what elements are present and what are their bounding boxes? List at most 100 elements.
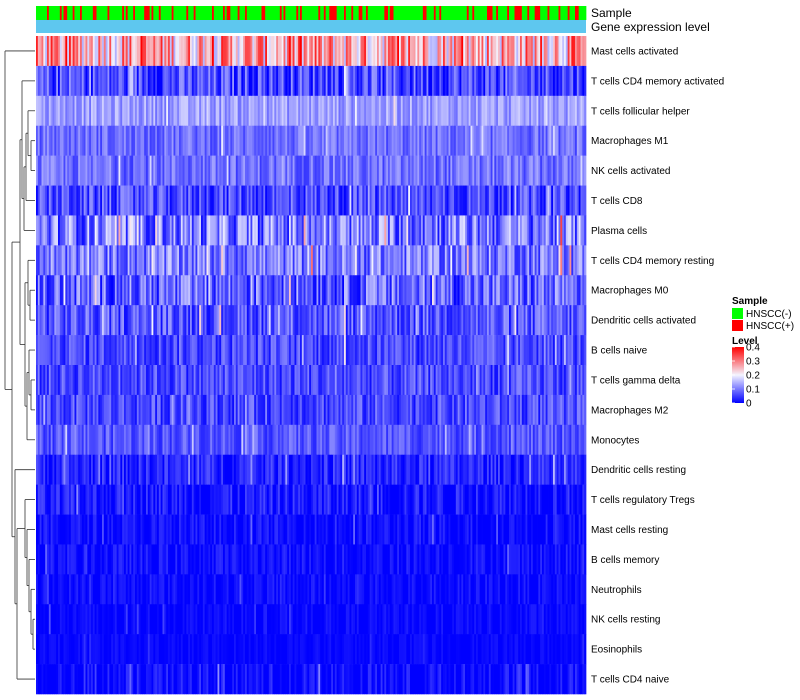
heatmap-cell [433,215,437,246]
heatmap-cell [466,454,470,485]
heatmap-cell [323,245,327,276]
heatmap-cell [371,275,374,306]
sample-cell [415,6,418,20]
heatmap-cell [411,215,415,246]
heatmap-cell [226,305,229,336]
heatmap-cell [481,36,484,67]
heatmap-cell [389,394,393,426]
heatmap-cell [131,245,134,276]
heatmap-cell [199,365,202,396]
heatmap-cell [91,394,94,426]
heatmap-cell [492,215,495,246]
heatmap-cell [268,275,272,306]
sample-cell [135,6,138,20]
heatmap-cell [67,365,70,396]
heatmap-cell [298,65,301,97]
heatmap-cell [188,125,191,156]
heatmap-cell [158,65,162,97]
heatmap-cell [463,95,466,127]
heatmap-cell [402,185,405,216]
heatmap-cell [395,245,398,276]
heatmap-cell [213,335,217,366]
sample-cell [201,6,204,20]
heatmap-cell [140,335,143,366]
heatmap-cell [100,36,103,67]
heatmap-cell [492,185,495,216]
heatmap-cell [91,125,94,156]
heatmap-cell [72,185,75,216]
heatmap-cell [507,305,510,336]
heatmap-cell [461,305,464,336]
heatmap-cell [37,185,41,216]
heatmap-cell [158,155,162,186]
heatmap-cell [142,394,145,426]
heatmap-cell [58,484,61,515]
heatmap-cell [250,95,253,127]
heatmap-cell [78,424,81,456]
heatmap-cell [501,65,504,97]
heatmap-cell [118,365,121,396]
heatmap-cell [389,95,393,127]
heatmap-cell [345,305,349,336]
heatmap-cell [87,484,90,515]
heatmap-cell [230,215,233,246]
heatmap-cell [569,185,572,216]
heatmap-cell [283,245,286,276]
sample-cell [265,6,268,20]
heatmap-cell [554,245,558,276]
heatmap-cell [67,394,70,426]
heatmap-cell [499,454,503,485]
heatmap-cell [87,95,90,127]
heatmap-cell [389,365,393,396]
heatmap-cell [142,275,145,306]
heatmap-cell [146,305,149,336]
heatmap-cell [153,424,156,456]
heatmap-cell [78,245,81,276]
heatmap-cell [180,155,184,186]
heatmap-cell [274,65,277,97]
heatmap-cell [329,275,332,306]
heatmap-cell [252,95,255,127]
heatmap-cell [274,95,277,127]
heatmap-cell [289,335,292,366]
heatmap-cell [435,95,438,127]
heatmap-cell [234,424,237,456]
heatmap-cell [228,484,231,515]
heatmap-cell [564,335,567,366]
heatmap-cell [259,394,262,426]
heatmap-cell [63,484,66,515]
heatmap-cell [415,394,418,426]
heatmap-cell [377,215,380,246]
heatmap-cell [109,36,112,67]
heatmap-cell [129,484,132,515]
heatmap-cell [89,275,92,306]
heatmap-cell [344,245,347,276]
heatmap-cell [305,335,308,366]
heatmap-cell [397,305,400,336]
heatmap-cell [169,454,173,485]
heatmap-cell [246,275,250,306]
heatmap-cell [499,155,503,186]
heatmap-cell [151,305,154,336]
heatmap-cell [505,215,508,246]
heatmap-cell [468,424,471,456]
heatmap-cell [342,394,345,426]
heatmap-cell [461,36,464,67]
heatmap-cell [37,65,41,97]
heatmap-cell [496,305,499,336]
heatmap-cell [171,365,174,396]
heatmap-cell [351,36,354,67]
heatmap-cell [514,125,517,156]
heatmap-cell [358,245,361,276]
heatmap-cell [223,365,226,396]
heatmap-cell [166,424,169,456]
heatmap-cell [488,275,492,306]
heatmap-cell [96,305,99,336]
heatmap-cell [261,215,264,246]
heatmap-cell [138,424,141,456]
heatmap-cell [520,65,523,97]
heatmap-cell [166,365,169,396]
heatmap-cell [87,185,90,216]
heatmap-cell [168,245,171,276]
heatmap-cell [47,365,50,396]
